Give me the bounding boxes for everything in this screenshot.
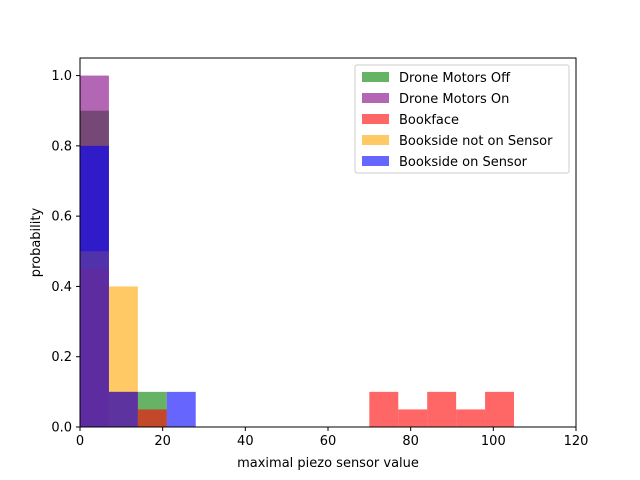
- bar-2-2: [137, 409, 167, 427]
- legend-label-2: Bookface: [399, 113, 459, 128]
- y-tick-label-5: 1.0: [51, 69, 72, 84]
- bar-2-7: [485, 391, 514, 427]
- y-tick-label-2: 0.4: [51, 280, 72, 295]
- bar-4-2: [166, 391, 196, 427]
- legend-swatch-4: [362, 156, 389, 166]
- x-tick-label-5: 100: [481, 434, 506, 449]
- y-tick-label-4: 0.8: [51, 139, 72, 154]
- legend: Drone Motors Off Drone Motors On Bookface B…: [354, 64, 570, 174]
- x-axis-label: maximal piezo sensor value: [237, 456, 419, 471]
- ticks-layer: 0 20 40 60 80 100 120 0.0 0.2 0.4 0.6 0.8 1.0: [51, 69, 588, 449]
- legend-label-0: Drone Motors Off: [399, 71, 511, 86]
- legend-swatch-3: [362, 135, 389, 145]
- bar-2-4: [398, 409, 428, 427]
- legend-label-4: Bookside on Sensor: [399, 155, 528, 170]
- legend-swatch-0: [362, 72, 389, 82]
- x-tick-label-1: 20: [154, 434, 171, 449]
- x-tick-label-3: 60: [320, 434, 337, 449]
- bar-2-3: [369, 391, 399, 427]
- y-tick-label-0: 0.0: [51, 421, 72, 436]
- bar-4-0: [80, 145, 109, 427]
- x-tick-label-6: 120: [564, 434, 589, 449]
- bar-2-5: [427, 391, 457, 427]
- bar-4-1: [108, 391, 138, 427]
- y-tick-label-1: 0.2: [51, 350, 72, 365]
- x-tick-label-0: 0: [76, 434, 84, 449]
- y-axis-label: probability: [29, 208, 44, 278]
- legend-box: [354, 64, 570, 174]
- y-tick-label-3: 0.6: [51, 210, 72, 225]
- legend-swatch-2: [362, 114, 389, 124]
- legend-label-3: Bookside not on Sensor: [399, 134, 553, 149]
- x-tick-label-2: 40: [237, 434, 254, 449]
- bar-2-6: [456, 409, 486, 427]
- legend-swatch-1: [362, 93, 389, 103]
- bars-layer: [80, 75, 514, 428]
- legend-label-1: Drone Motors On: [399, 92, 509, 107]
- x-tick-label-4: 80: [402, 434, 419, 449]
